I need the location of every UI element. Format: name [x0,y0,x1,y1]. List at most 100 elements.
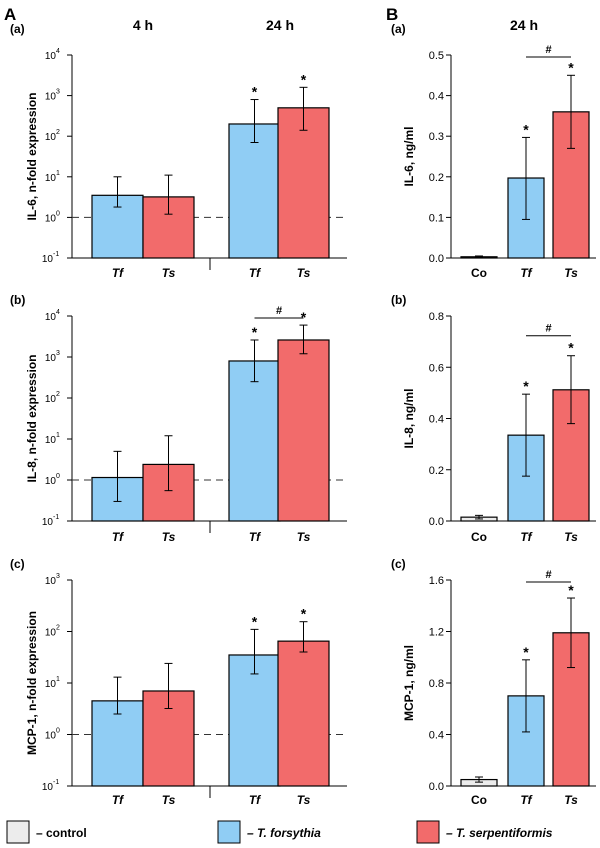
y-tick-exponent: -1 [53,514,59,521]
x-tick-label: Ts [297,793,311,807]
y-tick-label: 0.5 [429,50,444,62]
y-tick-label: 0.4 [429,91,444,103]
sub-label: (a) [10,22,25,36]
x-tick-label: Ts [162,530,176,544]
x-tick-label: Ts [297,530,311,544]
y-tick-label: 1.2 [429,627,444,639]
y-tick-base: 10 [45,435,57,446]
sub-label: (a) [391,22,406,36]
y-tick-exponent: 2 [56,625,60,632]
significance-star: * [523,644,529,660]
y-tick-exponent: -1 [53,251,59,258]
y-tick-base: 10 [45,353,57,364]
y-tick-label: 0.8 [429,311,444,323]
y-tick-base: 10 [45,731,57,742]
significance-hash: # [545,323,551,335]
y-tick-base: 10 [45,628,57,639]
y-axis-label: MCP-1, n-fold expression [25,611,39,755]
sub-label: (c) [391,557,406,571]
legend-label-forsythia: – T. forsythia [247,826,321,840]
y-tick-exponent: 3 [56,89,60,96]
y-tick-label: 0.8 [429,678,444,690]
bar-ts [277,640,330,787]
x-tick-label: Ts [162,793,176,807]
y-tick-label: 0.0 [429,516,444,528]
panel-b-label: B [386,5,398,24]
y-tick-exponent: 2 [56,391,60,398]
significance-star: * [301,309,307,325]
y-tick-base: 10 [45,132,57,143]
column-header-24h-b: 24 h [510,17,538,33]
legend-swatch-control [6,820,30,844]
bar-ts [277,107,330,259]
bar-ts [277,339,330,522]
significance-star: * [568,340,574,356]
y-tick-exponent: 0 [56,728,60,735]
y-tick-base: 10 [45,213,57,224]
y-tick-exponent: 1 [56,432,60,439]
bar-tf [228,654,281,787]
y-axis-label: MCP-1, ng/ml [402,645,416,721]
y-tick-exponent: 3 [56,350,60,357]
y-tick-label: 1.6 [429,575,444,587]
y-axis-label: IL-6, n-fold expression [25,92,39,220]
y-tick-exponent: 3 [56,573,60,580]
x-tick-label: Ts [162,266,176,280]
y-tick-base: 10 [45,576,57,587]
y-tick-base: 10 [45,173,57,184]
significance-hash: # [545,569,551,581]
y-tick-base: 10 [45,312,57,323]
y-tick-base: 10 [42,782,54,793]
y-tick-exponent: 4 [56,48,60,55]
y-tick-label: 0.0 [429,781,444,793]
column-header-4h: 4 h [133,17,153,33]
y-tick-base: 10 [45,394,57,405]
significance-star: * [301,71,307,87]
y-tick-label: 0.4 [429,414,444,426]
y-tick-label: 0.2 [429,172,444,184]
y-axis-label: IL-8, ng/ml [402,389,416,449]
x-tick-label: Tf [520,266,532,280]
chart-b-c: (c) MCP-1, ng/ml 0.0 0.4 0.8 1.2 1.6 Co * Tf * Ts # [391,557,596,807]
bar-tf [228,360,281,522]
significance-star: * [568,582,574,598]
sub-label: (b) [10,293,25,307]
y-tick-label: 0.3 [429,131,444,143]
y-tick-label: 0.1 [429,212,444,224]
panel-a-label: A [4,5,16,24]
legend-label-control: – control [36,826,87,840]
x-tick-label: Tf [249,266,261,280]
significance-hash: # [545,44,551,56]
y-tick-base: 10 [42,517,54,528]
y-tick-exponent: 0 [56,210,60,217]
significance-hash: # [276,305,282,317]
x-tick-label: Co [471,266,487,280]
y-tick-base: 10 [45,679,57,690]
x-tick-label: Tf [520,793,532,807]
y-tick-exponent: 1 [56,170,60,177]
x-tick-label: Ts [564,266,578,280]
legend: – control – T. forsythia – T. serpentifo… [6,820,553,844]
bar-tf [228,123,281,259]
significance-star: * [301,606,307,622]
significance-star: * [252,84,258,100]
y-axis-label: IL-6, ng/ml [402,127,416,187]
legend-label-serpentiformis: – T. serpentiformis [446,826,553,840]
x-tick-label: Tf [112,266,124,280]
x-tick-label: Ts [564,530,578,544]
legend-swatch-serpentiformis [416,820,440,844]
x-tick-label: Tf [520,530,532,544]
y-tick-label: 0.6 [429,362,444,374]
column-header-24h-a: 24 h [266,17,294,33]
y-tick-exponent: 0 [56,473,60,480]
sub-label: (c) [10,557,25,571]
y-tick-exponent: 2 [56,129,60,136]
y-tick-label: 0.2 [429,465,444,477]
y-tick-label: 0.0 [429,253,444,265]
y-tick-label: 0.4 [429,730,444,742]
significance-star: * [523,121,529,137]
